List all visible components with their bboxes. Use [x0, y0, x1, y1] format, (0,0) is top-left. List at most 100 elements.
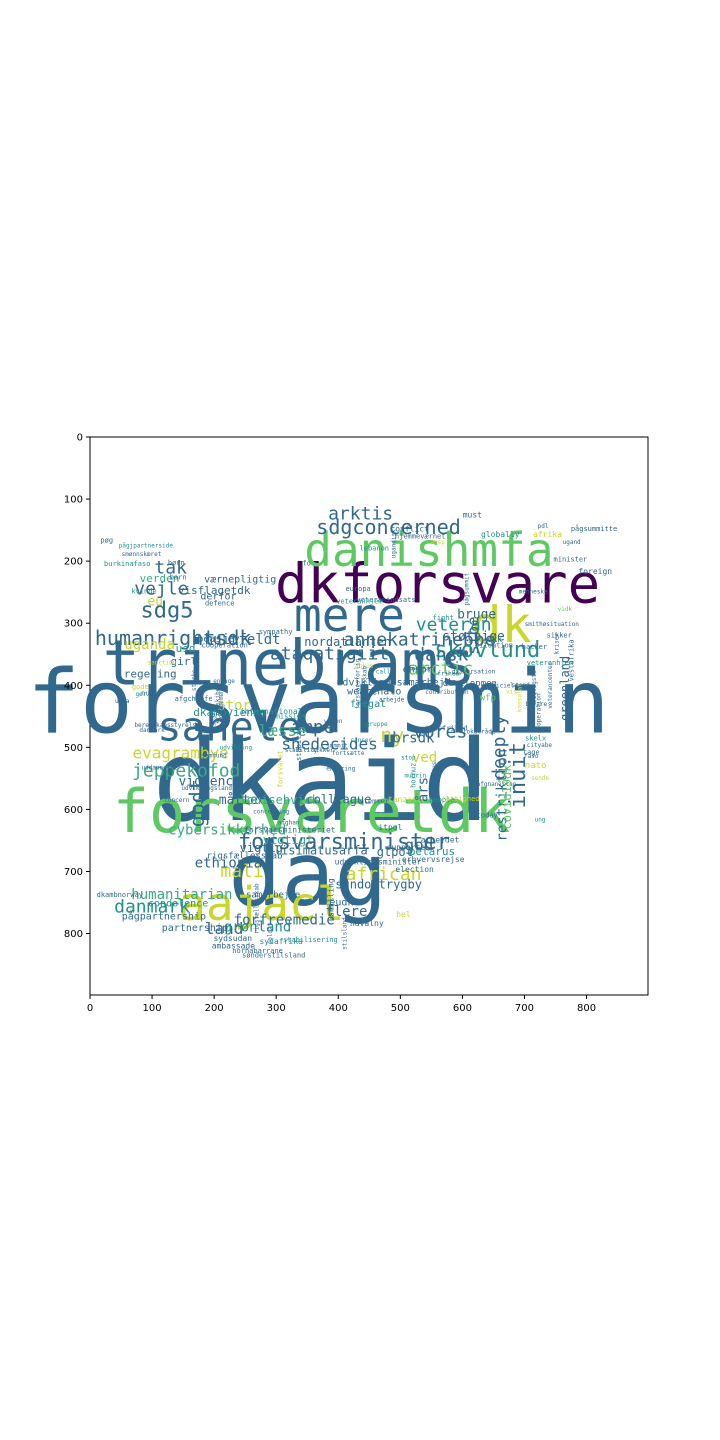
y-tick-label: 500 — [64, 743, 83, 754]
x-tick-label: 400 — [329, 1003, 348, 1014]
word-trosfrihed: trosfrihed — [425, 725, 467, 733]
word-frihed: frihed — [437, 671, 459, 678]
word-afrika: afrika — [533, 530, 562, 539]
word-udvikling: udvikling — [220, 744, 253, 751]
word-mere: mere — [294, 588, 405, 642]
word-europa: europa — [345, 585, 370, 593]
word-støtpige: støtpige — [442, 629, 505, 644]
word-dkk: dkk — [487, 635, 502, 644]
word-smithøsituation: smithøsituation — [525, 621, 580, 628]
x-tick-label: 600 — [453, 1003, 472, 1014]
y-tick-label: 700 — [64, 867, 83, 878]
word-ung: ung — [535, 816, 546, 823]
word-engagement: engagement — [218, 685, 225, 722]
word-foreign: foreign — [578, 567, 612, 576]
word-lebanon: lebanon — [360, 545, 390, 553]
word-styrke: styrke — [191, 669, 198, 691]
word-cybersikkerhed: cybersikkerhed — [168, 823, 286, 839]
word-sydafrika: sydafrika — [259, 937, 303, 946]
word-dansk: dansk — [414, 644, 468, 665]
word-soldat: soldat — [267, 922, 274, 944]
word-pågpartnership: pågpartnership — [122, 909, 206, 922]
word-stabilisering: stabilisering — [283, 936, 338, 944]
word-defence: defence — [205, 599, 235, 607]
word-sanction: sanction — [148, 659, 177, 666]
word-faso: faso — [524, 753, 539, 760]
word-beredskabsstyrelse: beredskabsstyrelse — [134, 722, 199, 729]
word-ny: ny — [380, 723, 404, 747]
word-restriktion: restriktion — [495, 749, 511, 842]
word-sympathy: sympathy — [259, 628, 293, 636]
word-forfreemedie: forfreemedie — [234, 913, 335, 929]
word-stand: stand — [512, 682, 530, 689]
word-cityabe: cityabe — [527, 742, 553, 749]
word-cancer: cancer — [350, 737, 372, 744]
word-ved: ved — [412, 750, 437, 766]
word-børn: børn — [168, 559, 185, 567]
word-vigtigste: vigtigste — [531, 670, 538, 703]
word-fight: fight — [433, 614, 454, 622]
word-gode: gode — [132, 683, 149, 691]
word-bruge: bruge — [457, 608, 496, 623]
word-flere: flere — [325, 904, 367, 920]
x-tick-label: 300 — [267, 1003, 286, 1014]
y-tick-label: 300 — [64, 619, 83, 630]
word-krigsskibe: krigsskibe — [214, 687, 221, 724]
word-veterancenter: veterancenter — [547, 661, 554, 708]
word-fortsætte: fortsætte — [332, 750, 365, 757]
word-arbejde: arbejde — [379, 697, 405, 704]
word-uganda: uganda — [124, 637, 175, 653]
word-skovlund: skovlund — [434, 638, 540, 663]
word-kriser: kriser — [553, 632, 560, 654]
word-vigtig: vigtig — [240, 841, 283, 855]
word-violence: violence — [178, 775, 241, 790]
word-udviklingssamarbejde: udviklingssamarbejde — [336, 677, 456, 688]
word-concern: concern — [164, 797, 190, 804]
word-udviklingsland: udviklingsland — [181, 785, 232, 792]
word-hjemmeværnet: hjemmeværnet — [395, 532, 446, 540]
word-unga: unga — [115, 698, 130, 705]
word-værnepligtig: værnepligtig — [204, 574, 276, 585]
word-norhabarrane: norhabarrane — [232, 947, 283, 955]
word-lokalråde: lokalråde — [463, 728, 496, 735]
word-condolence: condolence — [148, 898, 208, 909]
word-afgchiefe: afgchiefe — [175, 695, 213, 703]
y-tick-label: 200 — [64, 557, 83, 568]
word-uofficiel: uofficiel — [482, 682, 515, 689]
word-sikker: sikker — [547, 632, 572, 640]
word-forsvaret: forsvaret — [277, 750, 285, 788]
word-pdl: pdl — [538, 523, 549, 530]
word-måtte: måtte — [219, 793, 258, 808]
word-vis: vis — [506, 689, 517, 696]
word-itpol: itpol — [378, 823, 402, 832]
word-danmark: danmark — [139, 727, 165, 734]
word-ambassade: ambassade — [212, 941, 256, 950]
word-deeply: deeply — [489, 715, 510, 780]
x-tick-label: 0 — [87, 1003, 93, 1014]
word-hacker: hacker — [522, 643, 547, 651]
word-god: god — [405, 835, 434, 854]
word-rigsfællesskab: rigsfællesskab — [207, 852, 283, 862]
word-ilisimatusarfå: ilisimatusarfå — [267, 843, 368, 857]
word-huitfeldt: huitfeldt — [205, 632, 281, 648]
word-vejle: vejle — [134, 579, 188, 600]
word-ethiopia: ethiopia — [195, 855, 262, 871]
word-fellesskab: fellesskab — [361, 666, 368, 703]
word-veteranhjem: veteranhjem — [336, 597, 382, 605]
word-arktis: arktis — [328, 503, 393, 524]
word-girl: girl — [170, 655, 197, 668]
word-humanitarian: humanitarian — [131, 887, 232, 903]
word-land: land — [205, 919, 244, 938]
word-dag: dag — [228, 823, 387, 926]
y-tick-label: 600 — [64, 805, 83, 816]
word-vestafrika: vestafrika — [568, 639, 576, 681]
word-situation: situation — [475, 642, 513, 650]
word-stilsland: stilsland — [342, 917, 349, 950]
word-eudk: eudk — [329, 898, 353, 909]
word-people: people — [429, 796, 454, 804]
word-evagrambye: evagrambye — [132, 743, 228, 762]
word-minister: minister — [554, 555, 588, 563]
word-menneske: menneske — [519, 589, 548, 596]
word-verden: verden — [140, 572, 180, 585]
